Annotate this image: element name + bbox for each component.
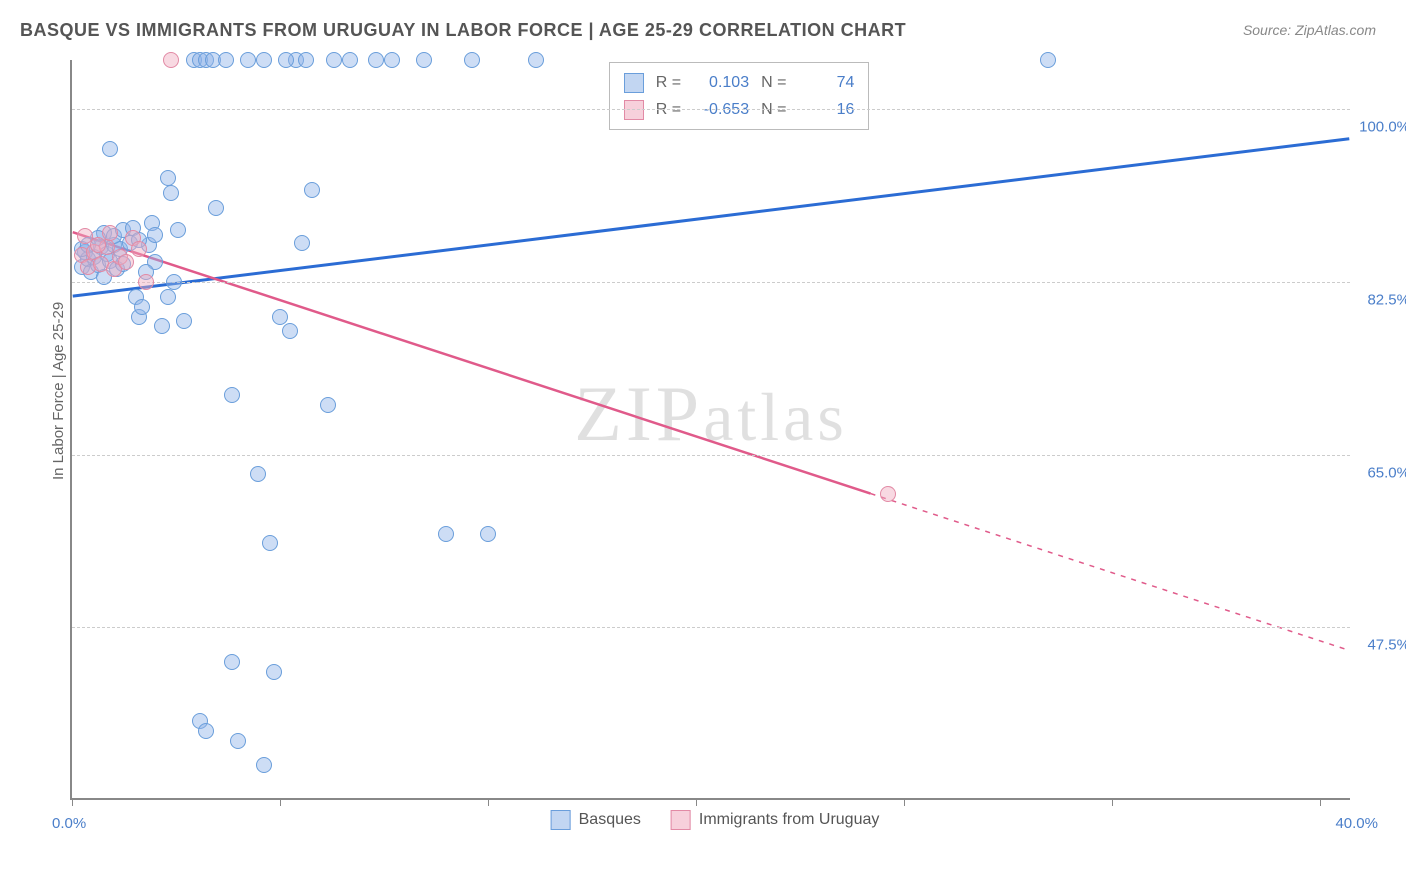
scatter-point [134,299,150,315]
legend-item-uruguay: Immigrants from Uruguay [671,810,880,830]
gridline [72,282,1350,283]
y-tick-label: 82.5% [1367,292,1406,309]
scatter-point [342,52,358,68]
scatter-point [384,52,400,68]
scatter-point [138,274,154,290]
scatter-point [326,52,342,68]
scatter-point [131,241,147,257]
stats-row-basques: R = 0.103 N = 74 [624,69,855,96]
gridline [72,455,1350,456]
scatter-point [170,222,186,238]
gridline [72,109,1350,110]
scatter-plot: ZIPatlas R = 0.103 N = 74 R = -0.653 N =… [70,60,1350,800]
scatter-point [224,654,240,670]
correlation-stats-box: R = 0.103 N = 74 R = -0.653 N = 16 [609,62,870,130]
legend-item-basques: Basques [551,810,641,830]
scatter-point [154,318,170,334]
scatter-point [438,526,454,542]
scatter-point [218,52,234,68]
scatter-point [880,486,896,502]
source-attribution: Source: ZipAtlas.com [1243,22,1376,38]
watermark: ZIPatlas [574,369,848,459]
scatter-point [1040,52,1056,68]
scatter-point [416,52,432,68]
scatter-point [230,733,246,749]
gridline [72,627,1350,628]
y-tick-label: 65.0% [1367,464,1406,481]
x-tick [280,798,281,806]
x-tick [1112,798,1113,806]
x-tick [1320,798,1321,806]
y-tick-label: 100.0% [1359,119,1406,136]
y-axis-label: In Labor Force | Age 25-29 [50,302,67,480]
x-axis-min-label: 0.0% [52,815,86,832]
scatter-point [147,227,163,243]
swatch-blue-icon [551,810,571,830]
scatter-point [176,313,192,329]
scatter-point [464,52,480,68]
n-value: 74 [798,69,854,96]
scatter-point [298,52,314,68]
scatter-point [320,397,336,413]
scatter-point [262,535,278,551]
scatter-point [480,526,496,542]
legend-label: Immigrants from Uruguay [699,811,880,829]
scatter-point [163,185,179,201]
scatter-point [294,235,310,251]
swatch-pink-icon [671,810,691,830]
page-title: BASQUE VS IMMIGRANTS FROM URUGUAY IN LAB… [20,20,906,41]
scatter-point [256,757,272,773]
scatter-point [272,309,288,325]
scatter-point [278,52,294,68]
scatter-point [160,289,176,305]
scatter-point [224,387,240,403]
scatter-point [90,237,106,253]
x-axis-max-label: 40.0% [1335,815,1378,832]
n-label: N = [761,69,786,96]
x-tick [488,798,489,806]
scatter-point [240,52,256,68]
x-tick [904,798,905,806]
scatter-point [160,170,176,186]
scatter-point [368,52,384,68]
r-value: 0.103 [693,69,749,96]
legend-label: Basques [579,811,641,829]
x-tick [72,798,73,806]
scatter-point [166,274,182,290]
scatter-point [304,182,320,198]
scatter-point [528,52,544,68]
trend-lines [72,60,1350,798]
scatter-point [118,254,134,270]
scatter-point [266,664,282,680]
x-tick [696,798,697,806]
scatter-point [208,200,224,216]
scatter-point [250,466,266,482]
scatter-point [282,323,298,339]
chart-container: In Labor Force | Age 25-29 ZIPatlas R = … [50,60,1380,830]
swatch-blue-icon [624,73,644,93]
scatter-point [102,225,118,241]
scatter-point [102,141,118,157]
scatter-point [256,52,272,68]
legend: Basques Immigrants from Uruguay [551,810,880,830]
scatter-point [163,52,179,68]
y-tick-label: 47.5% [1367,637,1406,654]
r-label: R = [656,69,681,96]
scatter-point [198,723,214,739]
